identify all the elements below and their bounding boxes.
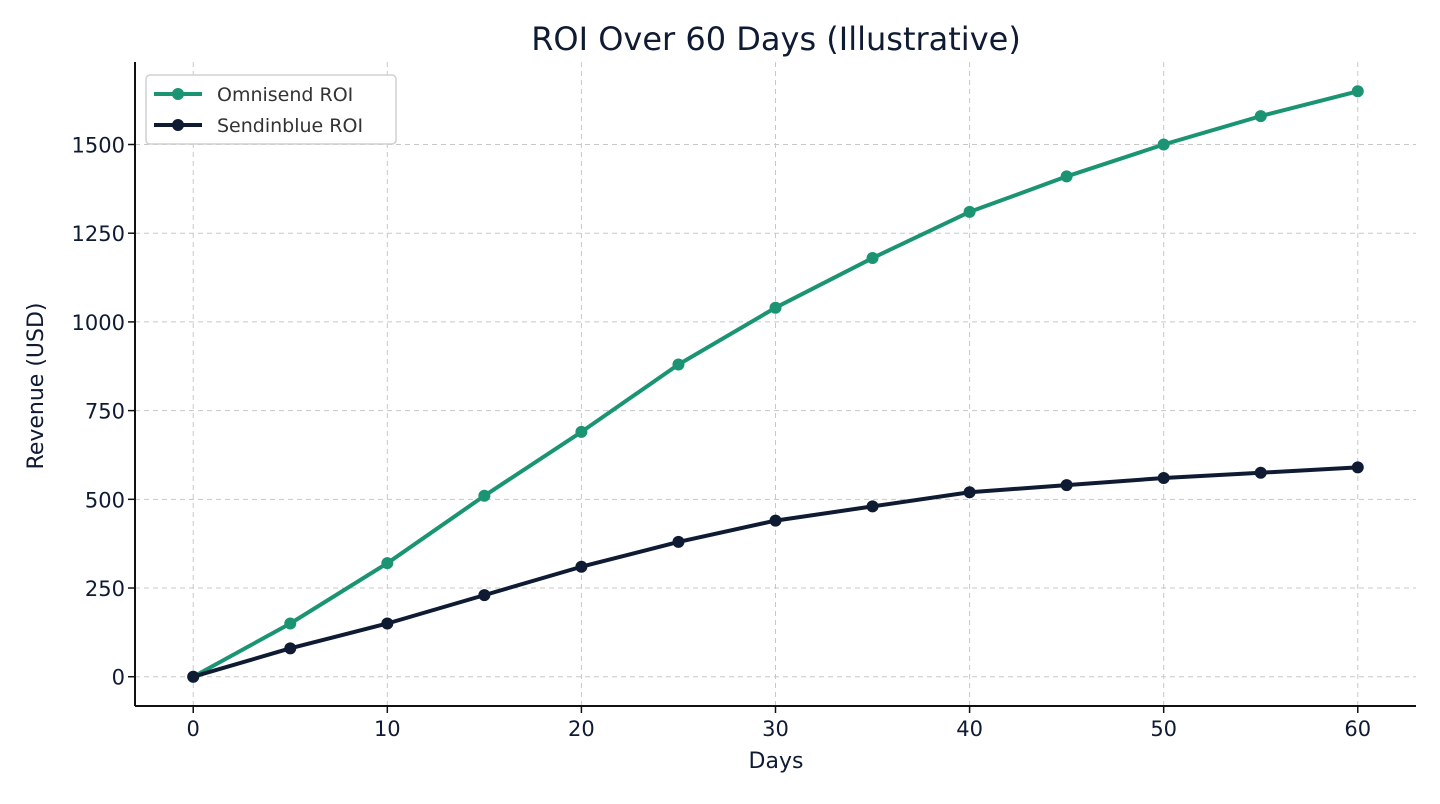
y-tick-label: 500 (85, 488, 125, 512)
data-point-marker (381, 557, 394, 570)
axes (134, 62, 1416, 707)
data-point-marker (284, 617, 297, 630)
data-point-marker (1060, 170, 1073, 183)
data-point-marker (575, 560, 588, 573)
data-point-marker (769, 514, 782, 527)
data-point-marker (672, 535, 685, 548)
x-tick-label: 50 (1150, 717, 1177, 741)
x-axis-ticks: 0 10 20 30 40 50 60 (187, 706, 1371, 741)
legend-label: Omnisend ROI (217, 84, 353, 106)
data-point-marker (478, 489, 491, 502)
data-point-marker (381, 617, 394, 630)
x-tick-label: 30 (762, 717, 789, 741)
y-tick-label: 250 (85, 577, 125, 601)
legend-box (145, 74, 397, 145)
legend-label: Sendinblue ROI (217, 115, 363, 137)
data-point-marker (1157, 138, 1170, 151)
data-point-marker (284, 642, 297, 655)
y-tick-label: 1250 (72, 222, 125, 246)
data-point-marker (1157, 472, 1170, 485)
y-tick-label: 1000 (72, 311, 125, 335)
data-point-marker (672, 358, 685, 371)
data-point-marker (1060, 479, 1073, 492)
data-series (187, 85, 1364, 683)
data-point-marker (1351, 461, 1364, 474)
legend-items: Omnisend ROI Sendinblue ROI (154, 84, 363, 137)
series-sendinblue-roi (187, 461, 1364, 683)
data-point-marker (769, 301, 782, 314)
legend-marker-icon (172, 119, 184, 131)
x-tick-label: 10 (374, 717, 401, 741)
x-tick-label: 60 (1344, 717, 1371, 741)
legend-item: Sendinblue ROI (154, 115, 363, 137)
data-point-marker (963, 205, 976, 218)
x-tick-label: 0 (187, 717, 200, 741)
y-tick-label: 1500 (72, 133, 125, 157)
chart-title: ROI Over 60 Days (Illustrative) (531, 20, 1021, 58)
data-point-marker (1351, 85, 1364, 98)
y-axis-label: Revenue (USD) (24, 303, 49, 470)
x-tick-label: 40 (956, 717, 983, 741)
grid-lines (135, 62, 1416, 706)
x-tick-label: 20 (568, 717, 595, 741)
x-axis-label: Days (749, 749, 804, 774)
data-point-marker (1254, 466, 1267, 479)
data-point-marker (1254, 110, 1267, 123)
y-tick-label: 750 (85, 400, 125, 424)
data-point-marker (866, 500, 879, 513)
data-point-marker (963, 486, 976, 499)
legend-item: Omnisend ROI (154, 84, 353, 106)
data-point-marker (187, 670, 200, 683)
legend: Omnisend ROI Sendinblue ROI (145, 74, 397, 145)
legend-marker-icon (172, 88, 184, 100)
data-point-marker (575, 425, 588, 438)
y-axis-ticks: 0 250 500 750 1000 1250 1500 (72, 133, 135, 690)
series-omnisend-roi (187, 85, 1364, 683)
y-tick-label: 0 (112, 666, 125, 690)
data-point-marker (866, 252, 879, 265)
data-point-marker (478, 589, 491, 602)
